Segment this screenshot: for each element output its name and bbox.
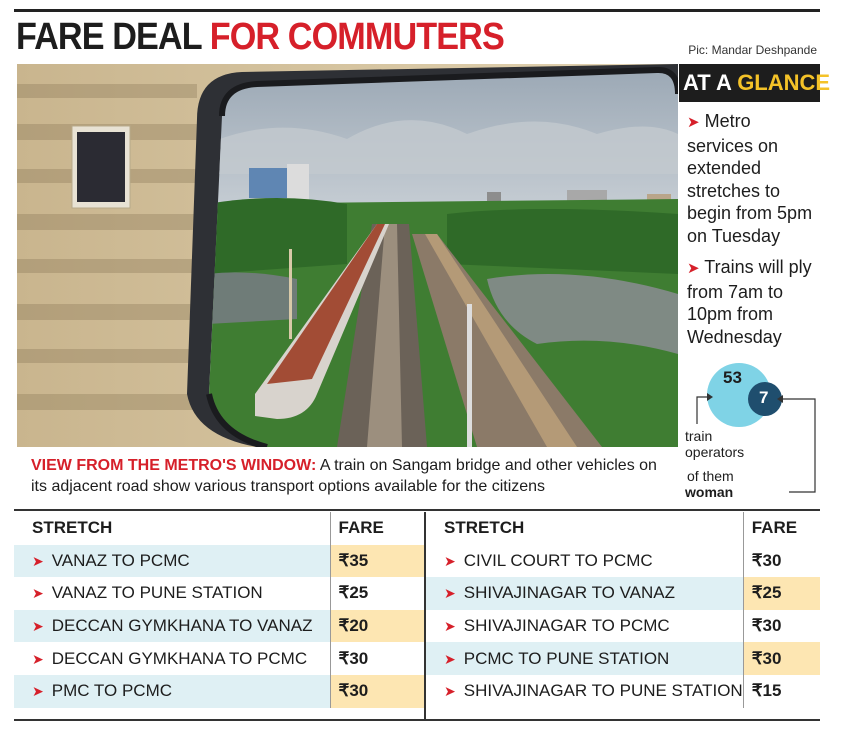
arrow-icon: ➤	[32, 552, 44, 569]
stretch-cell: ➤ SHIVAJINAGAR TO PCMC	[426, 610, 743, 643]
table-header-row: STRETCH FARE	[14, 512, 424, 545]
stretch-cell: ➤ DECCAN GYMKHANA TO PCMC	[14, 642, 330, 675]
headline: FARE DEAL FOR COMMUTERS	[16, 14, 505, 60]
glance-title: AT A GLANCE	[679, 64, 830, 102]
column-header-fare: FARE	[742, 512, 820, 545]
table-row: ➤ SHIVAJINAGAR TO PCMC ₹30	[426, 609, 820, 643]
glance-point: ➤ Metro services on extended stretches t…	[687, 110, 817, 247]
table-row: ➤ PMC TO PCMC ₹30	[14, 674, 424, 708]
stretch-text: CIVIL COURT TO PCMC	[463, 550, 653, 570]
table-row: ➤ CIVIL COURT TO PCMC ₹30	[426, 544, 820, 578]
column-header-fare: FARE	[329, 512, 424, 545]
stretch-cell: ➤ CIVIL COURT TO PCMC	[426, 545, 743, 578]
table-top-rule	[14, 509, 820, 511]
arrow-icon: ➤	[32, 650, 44, 667]
arrow-icon: ➤	[687, 260, 700, 277]
stretch-cell: ➤ SHIVAJINAGAR TO PUNE STATION	[426, 675, 743, 708]
stretch-cell: ➤ PCMC TO PUNE STATION	[426, 642, 744, 675]
arrow-icon: ➤	[32, 683, 44, 700]
fare-cell: ₹30	[742, 544, 820, 578]
arrow-icon: ➤	[444, 650, 456, 667]
table-bottom-rule	[14, 719, 820, 721]
table-divider	[424, 512, 426, 719]
arrow-icon: ➤	[32, 618, 44, 635]
table-row: ➤ SHIVAJINAGAR TO PUNE STATION ₹15	[426, 674, 820, 708]
glance-point: ➤ Trains will ply from 7am to 10pm from …	[687, 256, 817, 348]
stretch-text: DECCAN GYMKHANA TO PCMC	[51, 648, 308, 668]
stretch-cell: ➤ VANAZ TO PUNE STATION	[14, 577, 330, 610]
stretch-cell: ➤ SHIVAJINAGAR TO VANAZ	[426, 577, 744, 610]
fare-cell: ₹25	[329, 577, 424, 610]
stretch-text: PCMC TO PUNE STATION	[463, 648, 670, 668]
operators-women-circle	[748, 382, 782, 416]
table-row: ➤ DECCAN GYMKHANA TO PCMC ₹30	[14, 642, 424, 675]
headline-part1: FARE DEAL	[16, 16, 202, 58]
photo-credit: Pic: Mandar Deshpande	[688, 43, 817, 57]
arrow-icon: ➤	[444, 585, 456, 602]
arrow-icon: ➤	[444, 552, 456, 569]
fare-table-right: STRETCH FARE ➤ CIVIL COURT TO PCMC ₹30 ➤ S…	[426, 512, 820, 708]
arrow-icon: ➤	[444, 683, 456, 700]
stretch-cell: ➤ VANAZ TO PCMC	[14, 544, 330, 578]
caption-label: VIEW FROM THE METRO'S WINDOW:	[31, 457, 317, 474]
top-rule	[14, 9, 820, 12]
stretch-text: PMC TO PCMC	[51, 681, 173, 701]
fare-cell: ₹15	[742, 674, 820, 708]
arrow-icon: ➤	[687, 114, 700, 131]
headline-part2: FOR COMMUTERS	[209, 16, 505, 58]
glance-title-part2: GLANCE	[737, 70, 831, 95]
fare-cell: ₹30	[329, 642, 424, 675]
photo-illustration	[17, 64, 678, 447]
stretch-cell: ➤ DECCAN GYMKHANA TO VANAZ	[14, 609, 330, 643]
fare-cell: ₹20	[329, 609, 424, 643]
operators-women-value: 7	[759, 388, 769, 407]
fare-cell: ₹35	[329, 544, 424, 578]
table-row: ➤ VANAZ TO PUNE STATION ₹25	[14, 577, 424, 610]
stretch-text: VANAZ TO PUNE STATION	[51, 583, 263, 603]
stretch-text: DECCAN GYMKHANA TO VANAZ	[51, 616, 313, 636]
stretch-cell: ➤ PMC TO PCMC	[14, 674, 330, 708]
stretch-text: SHIVAJINAGAR TO VANAZ	[463, 583, 676, 603]
glance-panel: ➤ Metro services on extended stretches t…	[679, 102, 820, 510]
column-header-stretch: STRETCH	[32, 518, 113, 538]
fare-table-left: STRETCH FARE ➤ VANAZ TO PCMC ₹35 ➤ VANAZ T…	[14, 512, 424, 708]
table-header-row: STRETCH FARE	[426, 512, 820, 545]
table-row: ➤ VANAZ TO PCMC ₹35	[14, 544, 424, 578]
table-row: ➤ DECCAN GYMKHANA TO VANAZ ₹20	[14, 609, 424, 643]
women-label-prefix: of them	[687, 468, 734, 484]
operators-label: train operators	[685, 428, 745, 460]
operators-circles	[696, 363, 816, 493]
stretch-text: VANAZ TO PCMC	[51, 550, 190, 570]
operators-graphic: 53 7 train operators of them woman	[679, 362, 820, 512]
column-header-stretch: STRETCH	[444, 518, 525, 538]
fare-cell: ₹30	[329, 674, 424, 708]
arrow-icon: ➤	[32, 585, 44, 602]
caption-text: A train on Sangam bridge and other vehic…	[31, 457, 657, 495]
glance-point-text: Metro services on extended stretches to …	[687, 111, 813, 246]
operators-total-value: 53	[723, 368, 742, 387]
glance-point-text: Trains will ply from 7am to 10pm from We…	[687, 257, 812, 347]
arrow-icon: ➤	[444, 618, 456, 635]
metro-window-photo	[17, 64, 678, 447]
photo-caption: VIEW FROM THE METRO'S WINDOW: A train on…	[17, 447, 678, 510]
women-label: woman	[685, 484, 734, 500]
table-row: ➤ SHIVAJINAGAR TO VANAZ ₹25	[426, 577, 820, 610]
stretch-text: SHIVAJINAGAR TO PUNE STATION	[463, 681, 743, 701]
fare-cell: ₹30	[742, 609, 820, 643]
glance-title-part1: AT A	[683, 70, 732, 95]
fare-cell: ₹25	[742, 577, 820, 610]
stretch-text: SHIVAJINAGAR TO PCMC	[463, 616, 670, 636]
fare-cell: ₹30	[742, 642, 820, 675]
table-row: ➤ PCMC TO PUNE STATION ₹30	[426, 642, 820, 675]
